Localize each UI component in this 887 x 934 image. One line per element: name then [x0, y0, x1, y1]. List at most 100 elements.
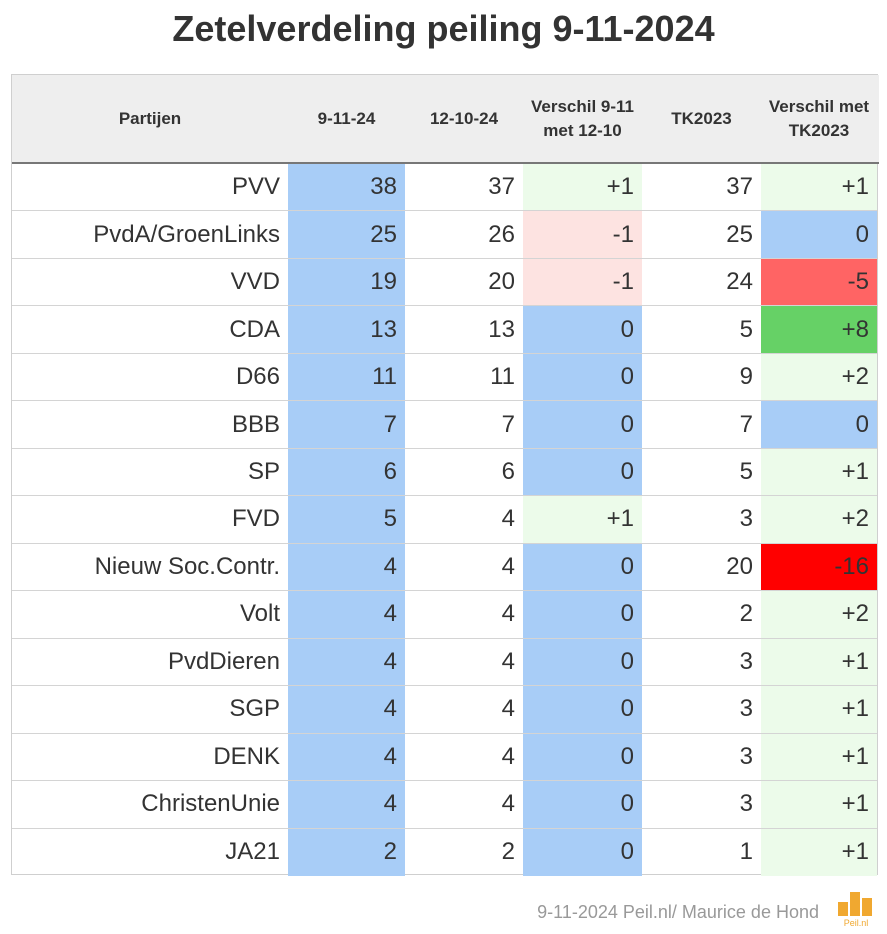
seats-tk2023: 5: [739, 458, 753, 486]
diff-tk2023: +2: [761, 591, 877, 638]
party-name: Volt: [239, 600, 280, 628]
diff-previous: +1: [523, 496, 642, 543]
header-poll-previous: 12-10-24: [429, 108, 499, 128]
diff-tk2023: -5: [761, 258, 877, 306]
header-partijen: Partijen: [118, 108, 182, 128]
diff-tk2023: -16: [761, 543, 877, 591]
seats-current: 4: [288, 543, 405, 591]
table-row: Nieuw Soc.Contr. 4 4 0 20 -16: [12, 543, 877, 592]
table-row: ChristenUnie 4 4 0 3 +1: [12, 781, 877, 829]
diff-previous: 0: [523, 828, 642, 876]
table-row: D66 11 11 0 9 +2: [12, 353, 877, 402]
seats-current: 11: [288, 353, 405, 401]
seats-previous: 4: [501, 552, 515, 580]
diff-tk2023: 0: [761, 211, 877, 258]
peil-logo: Peil.nl: [838, 892, 872, 928]
seats-previous: 4: [501, 790, 515, 818]
table-row: DENK 4 4 0 3 +1: [12, 733, 877, 782]
diff-previous: 0: [523, 448, 642, 496]
diff-previous: 0: [523, 591, 642, 638]
seats-previous: 4: [501, 742, 515, 770]
party-name: PVV: [231, 173, 280, 201]
seats-previous: 4: [501, 695, 515, 723]
seats-previous: 37: [488, 173, 515, 201]
seats-previous: 6: [501, 458, 515, 486]
seats-tk2023: 9: [739, 363, 753, 391]
diff-previous: 0: [523, 306, 642, 353]
table-row: PvdDieren 4 4 0 3 +1: [12, 638, 877, 687]
seats-tk2023: 37: [726, 173, 753, 201]
table-row: Volt 4 4 0 2 +2: [12, 591, 877, 639]
diff-previous: 0: [523, 543, 642, 591]
seats-tk2023: 3: [739, 790, 753, 818]
party-name: FVD: [232, 505, 280, 533]
diff-tk2023: +1: [761, 638, 877, 686]
table-row: VVD 19 20 -1 24 -5: [12, 258, 877, 307]
seats-previous: 4: [501, 505, 515, 533]
party-name: VVD: [230, 268, 280, 296]
diff-previous: 0: [523, 401, 642, 448]
seats-current: 4: [288, 638, 405, 686]
diff-tk2023: +1: [761, 781, 877, 828]
seats-tk2023: 25: [726, 220, 753, 248]
party-name: ChristenUnie: [141, 790, 280, 818]
diff-previous: 0: [523, 781, 642, 828]
seats-previous: 4: [501, 600, 515, 628]
seats-current: 25: [288, 211, 405, 258]
diff-previous: -1: [523, 258, 642, 306]
party-name: PvdA/GroenLinks: [93, 220, 280, 248]
table-row: CDA 13 13 0 5 +8: [12, 306, 877, 354]
table-row: BBB 7 7 0 7 0: [12, 401, 877, 449]
seats-current: 19: [288, 258, 405, 306]
table-row: PvdA/GroenLinks 25 26 -1 25 0: [12, 211, 877, 259]
seats-tk2023: 7: [739, 410, 753, 438]
seats-tk2023: 3: [739, 742, 753, 770]
diff-tk2023: +1: [761, 448, 877, 496]
diff-tk2023: 0: [761, 401, 877, 448]
seats-tk2023: 1: [739, 838, 753, 866]
seats-current: 4: [288, 591, 405, 638]
table-row: JA21 2 2 0 1 +1: [12, 828, 877, 876]
footer-credit: 9-11-2024 Peil.nl/ Maurice de Hond: [537, 902, 819, 922]
diff-tk2023: +2: [761, 496, 877, 543]
header-diff-tk2023: Verschil met TK2023: [768, 96, 870, 140]
party-name: BBB: [231, 410, 280, 438]
diff-previous: -1: [523, 211, 642, 258]
seats-tk2023: 5: [739, 315, 753, 343]
diff-tk2023: +1: [761, 828, 877, 876]
seats-previous: 20: [488, 268, 515, 296]
party-name: SP: [247, 458, 280, 486]
table-body: PVV 38 37 +1 37 +1 PvdA/GroenLinks 25 26 -1 25 0 VVD…: [12, 164, 877, 876]
table-row: PVV 38 37 +1 37 +1: [12, 164, 877, 212]
chart-title: Zetelverdeling peiling 9-11-2024: [172, 8, 715, 49]
party-name: PvdDieren: [167, 647, 280, 675]
party-name: JA21: [225, 838, 280, 866]
diff-previous: +1: [523, 164, 642, 211]
seats-previous: 11: [490, 363, 515, 391]
seats-previous: 26: [488, 220, 515, 248]
seats-current: 4: [288, 733, 405, 781]
header-diff-previous: Verschil 9-11 met 12-10: [530, 96, 635, 140]
party-name: Nieuw Soc.Contr.: [94, 552, 280, 580]
seats-current: 5: [288, 496, 405, 543]
party-name: SGP: [229, 695, 280, 723]
seats-tk2023: 2: [739, 600, 753, 628]
seats-previous: 4: [501, 647, 515, 675]
header-tk2023: TK2023: [671, 108, 732, 128]
party-name: DENK: [213, 742, 280, 770]
seats-tk2023: 3: [739, 695, 753, 723]
diff-tk2023: +1: [761, 164, 877, 211]
table-row: SP 6 6 0 5 +1: [12, 448, 877, 497]
diff-tk2023: +2: [761, 353, 877, 401]
diff-previous: 0: [523, 353, 642, 401]
seats-tk2023: 24: [726, 268, 753, 296]
diff-previous: 0: [523, 638, 642, 686]
table-row: SGP 4 4 0 3 +1: [12, 686, 877, 734]
diff-previous: 0: [523, 733, 642, 781]
diff-tk2023: +1: [761, 733, 877, 781]
seats-current: 38: [288, 164, 405, 211]
seats-tk2023: 3: [739, 505, 753, 533]
seats-current: 6: [288, 448, 405, 496]
logo-text: Peil.nl: [844, 918, 869, 928]
seat-table: Partijen 9-11-24 12-10-24 Verschil 9-11 …: [11, 74, 879, 876]
